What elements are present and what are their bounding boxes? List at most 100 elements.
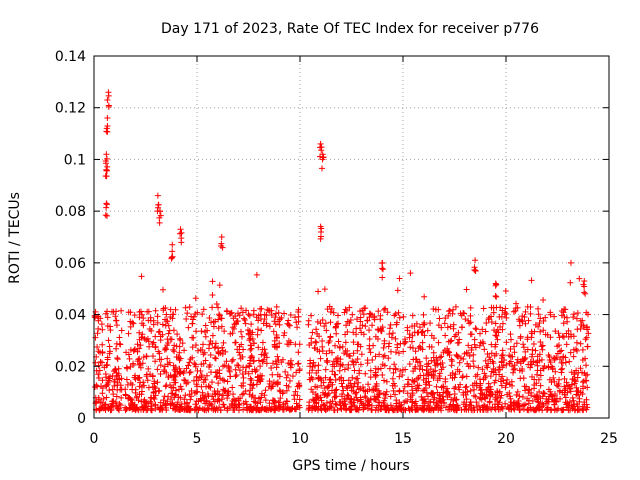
data-point — [157, 371, 164, 378]
data-point — [480, 305, 487, 312]
data-point — [467, 387, 474, 394]
data-point — [438, 366, 445, 373]
data-point — [285, 317, 292, 324]
data-point — [466, 353, 473, 360]
data-point — [537, 395, 544, 402]
data-point — [367, 311, 374, 318]
data-point — [146, 343, 153, 350]
data-point — [254, 326, 261, 333]
data-point — [520, 341, 527, 348]
data-point — [516, 393, 523, 400]
data-point — [157, 362, 164, 369]
data-point — [104, 128, 111, 135]
data-point — [448, 362, 455, 369]
data-point — [262, 350, 269, 357]
data-point — [532, 347, 539, 354]
data-point — [154, 319, 161, 326]
data-point — [485, 360, 492, 367]
data-point — [524, 395, 531, 402]
data-point — [157, 212, 164, 219]
data-point — [103, 201, 110, 208]
data-point — [123, 376, 130, 383]
data-point — [514, 304, 521, 311]
data-point — [149, 353, 156, 360]
data-point — [95, 315, 102, 322]
data-point — [177, 230, 184, 237]
data-point — [577, 317, 584, 324]
data-point — [205, 345, 212, 352]
data-point — [558, 312, 565, 319]
data-point — [223, 358, 230, 365]
data-point — [492, 282, 499, 289]
data-point — [273, 364, 280, 371]
data-point — [471, 386, 478, 393]
data-point — [354, 347, 361, 354]
data-point — [432, 362, 439, 369]
data-point — [510, 369, 517, 376]
data-point — [114, 355, 121, 362]
data-point — [99, 377, 106, 384]
data-point — [312, 338, 319, 345]
data-point — [171, 372, 178, 379]
data-point — [201, 376, 208, 383]
data-point — [451, 390, 458, 397]
data-point — [446, 349, 453, 356]
data-point — [206, 383, 213, 390]
data-point — [325, 390, 332, 397]
data-point — [425, 360, 432, 367]
data-point — [237, 328, 244, 335]
data-point — [425, 369, 432, 376]
data-point — [117, 382, 124, 389]
data-point — [503, 339, 510, 346]
data-point — [246, 312, 253, 319]
data-point — [187, 369, 194, 376]
data-point — [145, 400, 152, 407]
data-point — [392, 335, 399, 342]
data-point — [104, 115, 111, 122]
data-point — [306, 402, 313, 409]
y-tick-label: 0 — [77, 411, 86, 427]
data-point — [159, 321, 166, 328]
data-point — [116, 334, 123, 341]
data-point — [176, 407, 183, 414]
data-point — [473, 326, 480, 333]
data-point — [393, 400, 400, 407]
data-point — [253, 381, 260, 388]
data-point — [200, 341, 207, 348]
data-point — [247, 405, 254, 412]
data-point — [106, 387, 113, 394]
data-point — [307, 363, 314, 370]
data-point — [488, 341, 495, 348]
data-point — [313, 339, 320, 346]
data-point — [475, 364, 482, 371]
data-point — [582, 290, 589, 297]
data-point — [291, 405, 298, 412]
data-point — [316, 375, 323, 382]
data-point — [247, 342, 254, 349]
data-point — [396, 314, 403, 321]
data-point — [574, 347, 581, 354]
data-point — [425, 393, 432, 400]
data-point — [327, 379, 334, 386]
data-point — [350, 329, 357, 336]
data-point — [139, 331, 146, 338]
data-point — [255, 357, 262, 364]
y-tick-label: 0.06 — [55, 256, 86, 272]
data-point — [154, 192, 161, 199]
data-point — [187, 356, 194, 363]
data-point — [235, 362, 242, 369]
data-point — [462, 384, 469, 391]
data-point — [448, 337, 455, 344]
data-point — [216, 391, 223, 398]
data-point — [465, 363, 472, 370]
data-point — [535, 305, 542, 312]
data-point — [333, 401, 340, 408]
data-point — [461, 310, 468, 317]
data-point — [449, 310, 456, 317]
data-point — [165, 393, 172, 400]
data-point — [161, 368, 168, 375]
data-point — [340, 402, 347, 409]
data-point — [104, 314, 111, 321]
data-point — [533, 393, 540, 400]
data-point — [136, 374, 143, 381]
